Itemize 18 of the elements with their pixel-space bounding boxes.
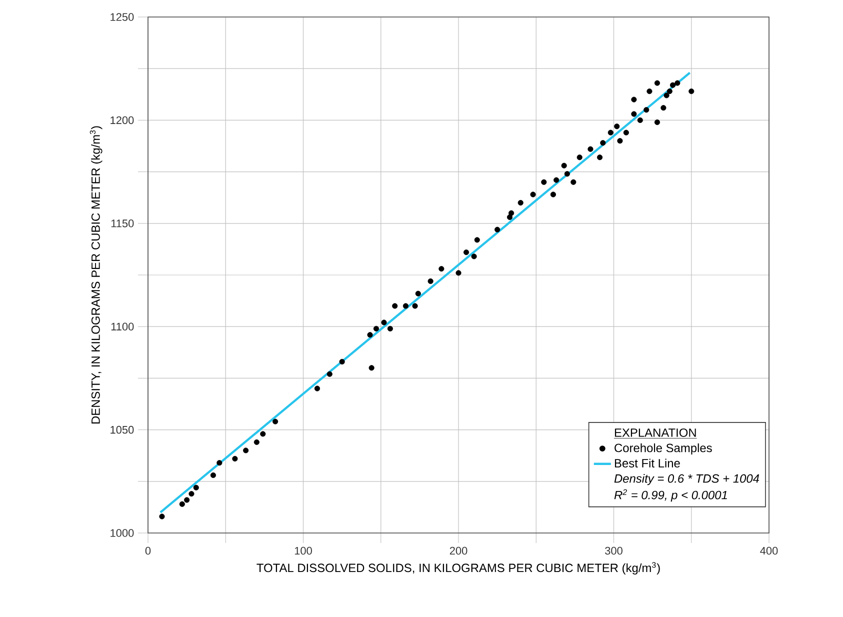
x-tick-label: 200 [450, 546, 468, 555]
legend-title: EXPLANATION [614, 428, 696, 437]
x-axis-title: TOTAL DISSOLVED SOLIDS, IN KILOGRAMS PER CUBIC METER (kg/m$^{3}$) [256, 562, 660, 575]
y-tick-label: 1200 [110, 116, 134, 124]
x-tick-label: 100 [294, 546, 312, 555]
y-axis-title: DENSITY, IN KILOGRAMS PER CUBIC METER (kg/m$^{3}$) [90, 126, 102, 424]
legend-label: Best Fit Line [614, 458, 680, 468]
y-tick-label: 1250 [110, 13, 134, 21]
legend-label: Corehole Samples [614, 443, 712, 455]
annotation: R$^{2}$ = 0.99, p < 0.0001 [614, 489, 727, 502]
y-tick-label: 1050 [110, 426, 134, 434]
y-tick-label: 1000 [110, 529, 134, 537]
x-tick-label: 400 [760, 546, 778, 555]
y-tick-label: 1150 [111, 220, 134, 228]
annotation: Density = 0.6 * TDS + 1004 [614, 474, 760, 486]
y-tick-label: 1100 [111, 322, 134, 330]
x-tick-label: 300 [605, 546, 622, 555]
x-tick-label: 0 [145, 546, 151, 555]
